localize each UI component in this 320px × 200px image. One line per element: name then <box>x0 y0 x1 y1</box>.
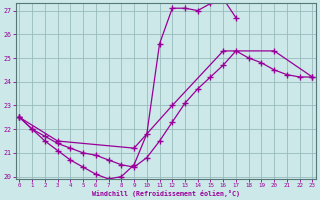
X-axis label: Windchill (Refroidissement éolien,°C): Windchill (Refroidissement éolien,°C) <box>92 190 240 197</box>
